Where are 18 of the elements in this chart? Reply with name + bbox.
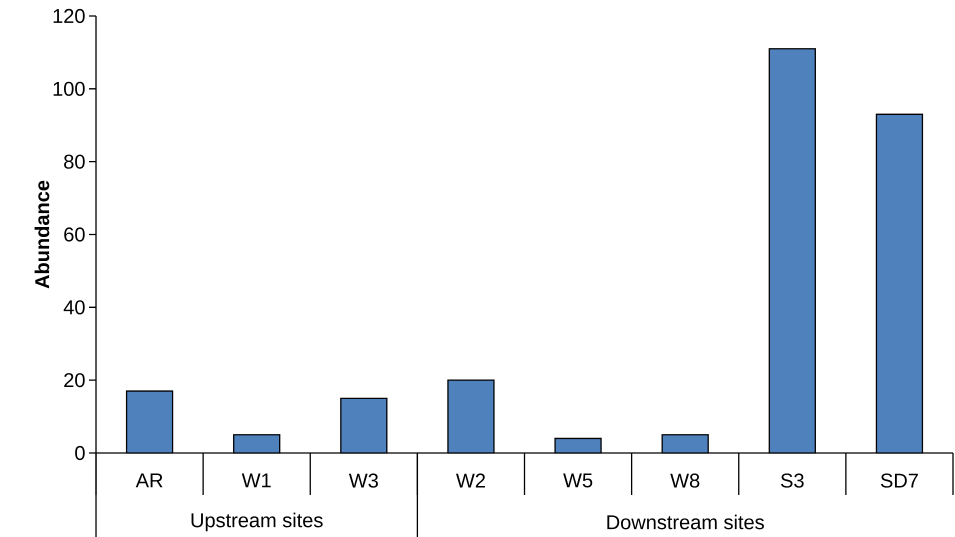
y-tick-label: 40 [64, 300, 85, 314]
x-tick-label: S3 [780, 474, 804, 488]
y-tick-label: 80 [64, 154, 85, 169]
x-tick-label: W2 [456, 474, 485, 488]
text: Downstream sites [607, 514, 764, 530]
y-tick-label: 60 [64, 227, 85, 242]
x-tick-label: SD7 [880, 474, 918, 488]
y-tick-label: 120 [54, 8, 85, 24]
y-axis-title: Abundance [34, 180, 50, 288]
x-tick-label: AR [136, 474, 163, 488]
y-tick-label: 100 [54, 82, 85, 96]
x-tick-label: W8 [670, 474, 700, 488]
x-tick-label: W1 [242, 474, 271, 488]
x-tick-label: W3 [348, 474, 378, 488]
text: Upstream sites [192, 512, 323, 532]
y-tick-label: 20 [64, 373, 85, 388]
y-tick-label: 0 [75, 446, 85, 460]
x-tick-label: W5 [563, 474, 592, 488]
